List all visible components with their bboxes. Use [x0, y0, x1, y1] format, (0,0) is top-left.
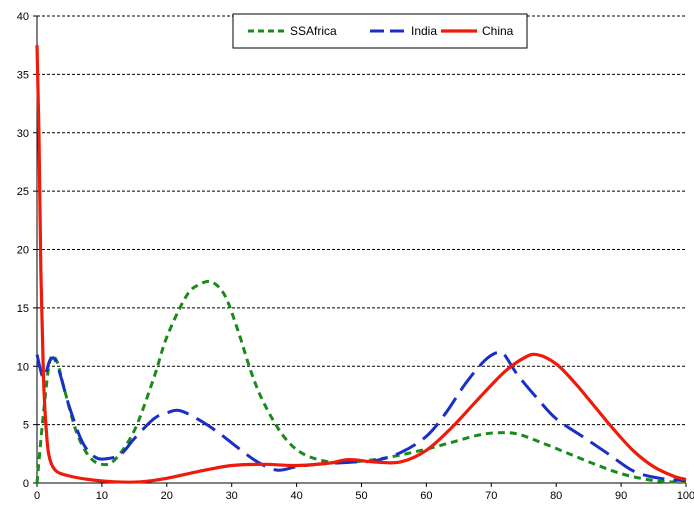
y-tick-label: 40 — [17, 11, 29, 23]
x-tick-label: 30 — [226, 490, 238, 502]
y-tick-label: 25 — [17, 186, 29, 198]
x-tick-label: 10 — [96, 490, 108, 502]
y-tick-label: 35 — [17, 69, 29, 81]
x-tick-label: 90 — [615, 490, 627, 502]
y-tick-label: 20 — [17, 245, 29, 257]
y-axis-ticks: 0 5 10 15 20 25 30 35 40 — [17, 11, 37, 490]
series-line-china — [35, 45, 687, 484]
x-tick-label: 50 — [355, 490, 367, 502]
legend-label-china: China — [482, 24, 514, 38]
y-tick-label: 5 — [23, 420, 29, 432]
x-tick-label: 70 — [485, 490, 497, 502]
gridlines — [37, 15, 686, 426]
series-line-ssafrica — [35, 279, 687, 484]
legend: SSAfrica India China — [232, 13, 528, 49]
x-tick-label: 40 — [290, 490, 302, 502]
y-tick-label: 30 — [17, 128, 29, 140]
y-tick-label: 0 — [23, 478, 29, 490]
series-lines — [35, 45, 687, 484]
x-tick-label: 80 — [550, 490, 562, 502]
x-axis-ticks: 0 10 20 30 40 50 60 70 80 90 100 — [34, 483, 694, 502]
x-tick-label: 60 — [420, 490, 432, 502]
legend-label-india: India — [411, 24, 437, 38]
x-tick-label: 100 — [677, 490, 694, 502]
x-tick-label: 20 — [161, 490, 173, 502]
x-tick-label: 0 — [34, 490, 40, 502]
legend-label-ssafrica: SSAfrica — [290, 24, 337, 38]
y-tick-label: 15 — [17, 303, 29, 315]
y-tick-label: 10 — [17, 361, 29, 373]
